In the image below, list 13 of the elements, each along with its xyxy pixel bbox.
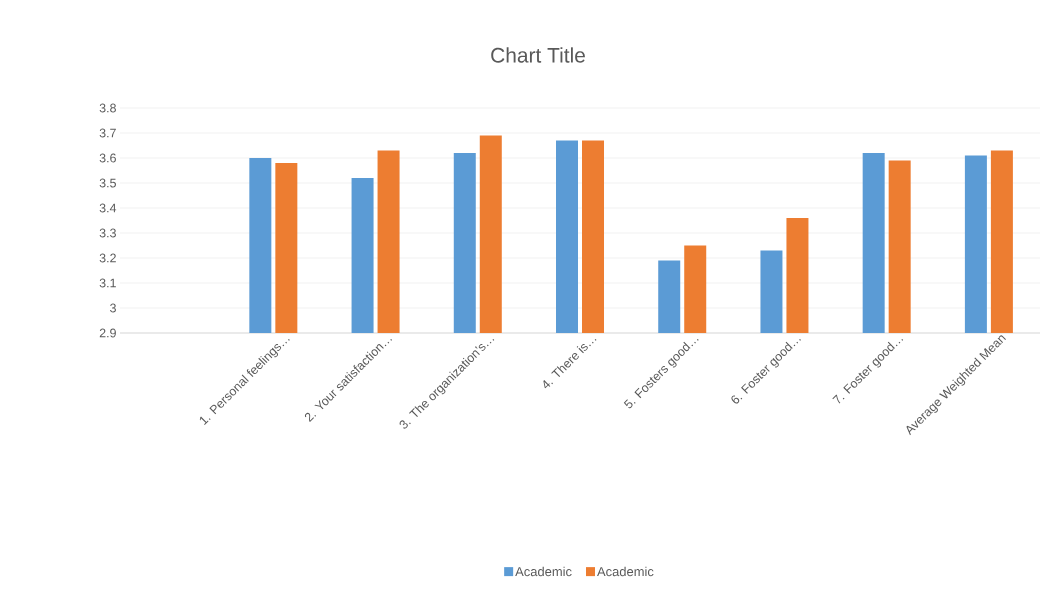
y-tick-label: 2.9 <box>99 328 116 338</box>
y-tick-label: 3.4 <box>99 203 117 213</box>
y-tick-label: 3.8 <box>99 103 116 113</box>
y-tick-label: 3.7 <box>99 128 116 138</box>
y-tick-label: 3.1 <box>99 278 116 288</box>
y-tick-label: 3 <box>110 303 116 313</box>
legend-label: Academic <box>597 566 654 577</box>
y-tick-label: 3.5 <box>99 178 116 188</box>
chart-title: Chart Title <box>491 47 585 63</box>
y-tick-label: 3.3 <box>99 228 116 238</box>
y-tick-label: 3.2 <box>99 253 116 263</box>
y-tick-label: 3.6 <box>99 153 116 163</box>
legend-label: Academic <box>515 566 572 577</box>
